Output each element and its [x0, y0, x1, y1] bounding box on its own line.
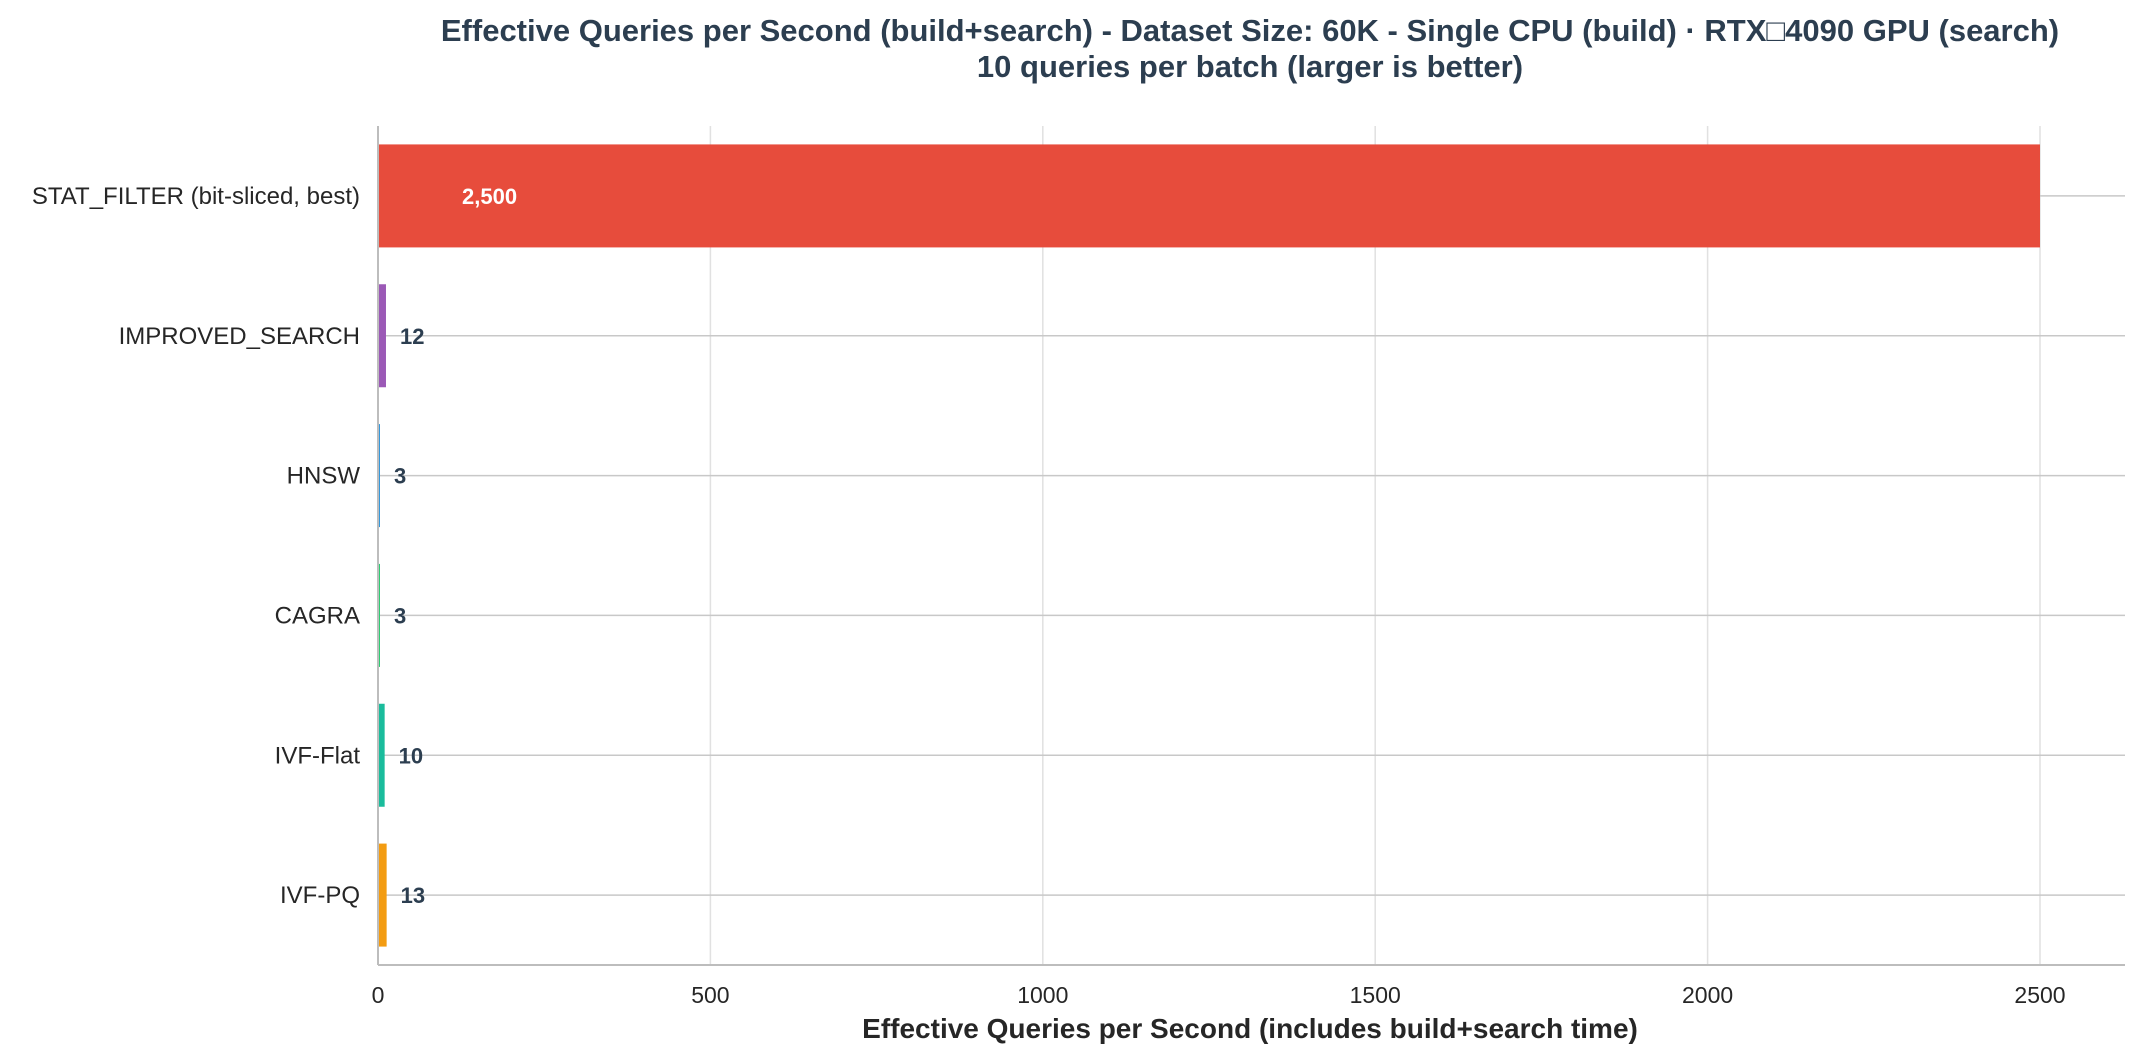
- x-tick-label: 0: [372, 982, 385, 1008]
- data-label: 2,500: [462, 184, 517, 209]
- bar: [378, 843, 387, 947]
- axes: [377, 126, 2125, 966]
- x-tick-label: 2000: [1682, 982, 1733, 1008]
- bar: [378, 703, 385, 807]
- bars: [378, 144, 2040, 947]
- data-label: 3: [394, 603, 406, 628]
- x-tick-label: 1000: [1017, 982, 1068, 1008]
- data-label: 3: [394, 464, 406, 489]
- y-tick-label: IVF-PQ: [280, 882, 360, 909]
- x-tick-label: 2500: [2014, 982, 2065, 1008]
- labels: 0 500 1000 1500 2000 2500 2,500 STAT_FILTER (bi…: [32, 183, 2066, 1008]
- y-tick-label: HNSW: [287, 463, 361, 490]
- x-axis-label: Effective Queries per Second (includes b…: [862, 1013, 1638, 1044]
- x-tick-label: 500: [691, 982, 729, 1008]
- y-tick-label: CAGRA: [275, 602, 360, 629]
- data-label: 10: [399, 743, 423, 768]
- chart-title-line-2: 10 queries per batch (larger is better): [977, 49, 1523, 84]
- data-label: 12: [400, 324, 424, 349]
- chart-title-line-1: Effective Queries per Second (build+sear…: [441, 13, 2059, 48]
- y-tick-label: IMPROVED_SEARCH: [119, 323, 360, 350]
- grid-lines: [378, 126, 2125, 965]
- x-tick-label: 1500: [1350, 982, 1401, 1008]
- bar: [378, 284, 386, 388]
- data-label: 13: [401, 883, 425, 908]
- y-tick-label: STAT_FILTER (bit-sliced, best): [32, 183, 360, 210]
- bar: [378, 144, 2040, 248]
- y-tick-label: IVF-Flat: [275, 742, 361, 769]
